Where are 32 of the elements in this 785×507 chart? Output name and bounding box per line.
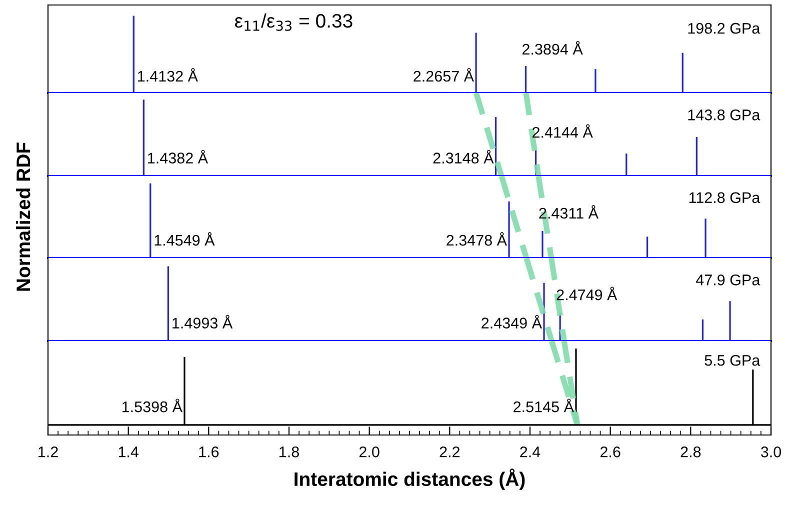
annotation: 198.2 GPa xyxy=(688,22,760,34)
x-tick-label: 2.8 xyxy=(680,446,701,458)
annotation: 1.4993 Å xyxy=(172,314,233,328)
x-tick-label: 1.2 xyxy=(38,446,58,458)
x-axis-title: Interatomic distances (Å) xyxy=(294,468,525,490)
annotation: 2.4144 Å xyxy=(532,124,593,138)
annotation: 2.3894 Å xyxy=(522,41,583,55)
annotation: 47.9 GPa xyxy=(696,274,760,286)
annotation: 2.4349 Å xyxy=(482,314,542,328)
x-tick-label: 2.6 xyxy=(600,446,620,458)
annotation: 1.4132 Å xyxy=(138,68,198,82)
x-tick-label: 1.8 xyxy=(280,446,299,458)
annotation: 2.2657 Å xyxy=(414,68,474,82)
annotation: 2.3478 Å xyxy=(446,232,507,246)
annotation: 2.4311 Å xyxy=(539,205,598,219)
x-tick-label: 1.6 xyxy=(199,446,219,458)
chart-title: ε$_{11}$/ε$_{33}$ = 0.33 xyxy=(234,13,352,31)
annotation: 2.4749 Å xyxy=(556,286,618,300)
annotation: 1.4382 Å xyxy=(148,150,208,164)
x-tick-label: 1.4 xyxy=(118,446,139,458)
annotation: 2.5145 Å xyxy=(514,398,574,412)
x-tick-label: 2.2 xyxy=(440,446,460,458)
annotation: 143.8 GPa xyxy=(688,110,760,120)
x-tick-label: 2.0 xyxy=(359,446,380,458)
y-axis-title: Normalized RDF xyxy=(16,142,30,291)
annotation: 1.4549 Å xyxy=(154,232,215,246)
annotation: 5.5 GPa xyxy=(704,354,760,366)
annotation: 2.3148 Å xyxy=(433,150,494,164)
x-tick-label: 3.0 xyxy=(760,446,782,458)
annotation: 1.5398 Å xyxy=(122,398,182,412)
annotation: 112.8 GPa xyxy=(689,192,760,204)
x-tick-label: 2.4 xyxy=(520,446,540,458)
